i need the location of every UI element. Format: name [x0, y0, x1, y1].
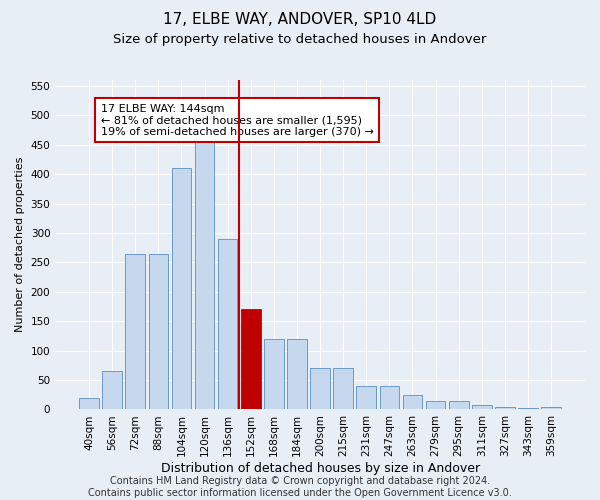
Bar [334, 368, 353, 410]
Bar [195, 110, 214, 410]
Text: Contains HM Land Registry data © Crown copyright and database right 2024.
Contai: Contains HM Land Registry data © Crown c… [88, 476, 512, 498]
Bar [172, 168, 191, 410]
Bar [79, 398, 99, 409]
Bar [356, 386, 376, 409]
Bar [310, 368, 330, 410]
Bar [218, 239, 238, 410]
Bar [518, 408, 538, 410]
Bar [541, 406, 561, 410]
Bar [149, 254, 168, 410]
Bar [472, 405, 491, 409]
Y-axis label: Number of detached properties: Number of detached properties [15, 157, 25, 332]
Bar [449, 400, 469, 409]
Bar [287, 339, 307, 409]
Bar [426, 400, 445, 409]
Bar [125, 254, 145, 410]
Bar [241, 310, 260, 410]
Bar [264, 339, 284, 409]
Text: Size of property relative to detached houses in Andover: Size of property relative to detached ho… [113, 32, 487, 46]
Bar [380, 386, 399, 409]
X-axis label: Distribution of detached houses by size in Andover: Distribution of detached houses by size … [161, 462, 479, 475]
Bar [403, 395, 422, 409]
Bar [495, 406, 515, 410]
Text: 17 ELBE WAY: 144sqm
← 81% of detached houses are smaller (1,595)
19% of semi-det: 17 ELBE WAY: 144sqm ← 81% of detached ho… [101, 104, 373, 136]
Bar [103, 371, 122, 410]
Text: 17, ELBE WAY, ANDOVER, SP10 4LD: 17, ELBE WAY, ANDOVER, SP10 4LD [163, 12, 437, 28]
